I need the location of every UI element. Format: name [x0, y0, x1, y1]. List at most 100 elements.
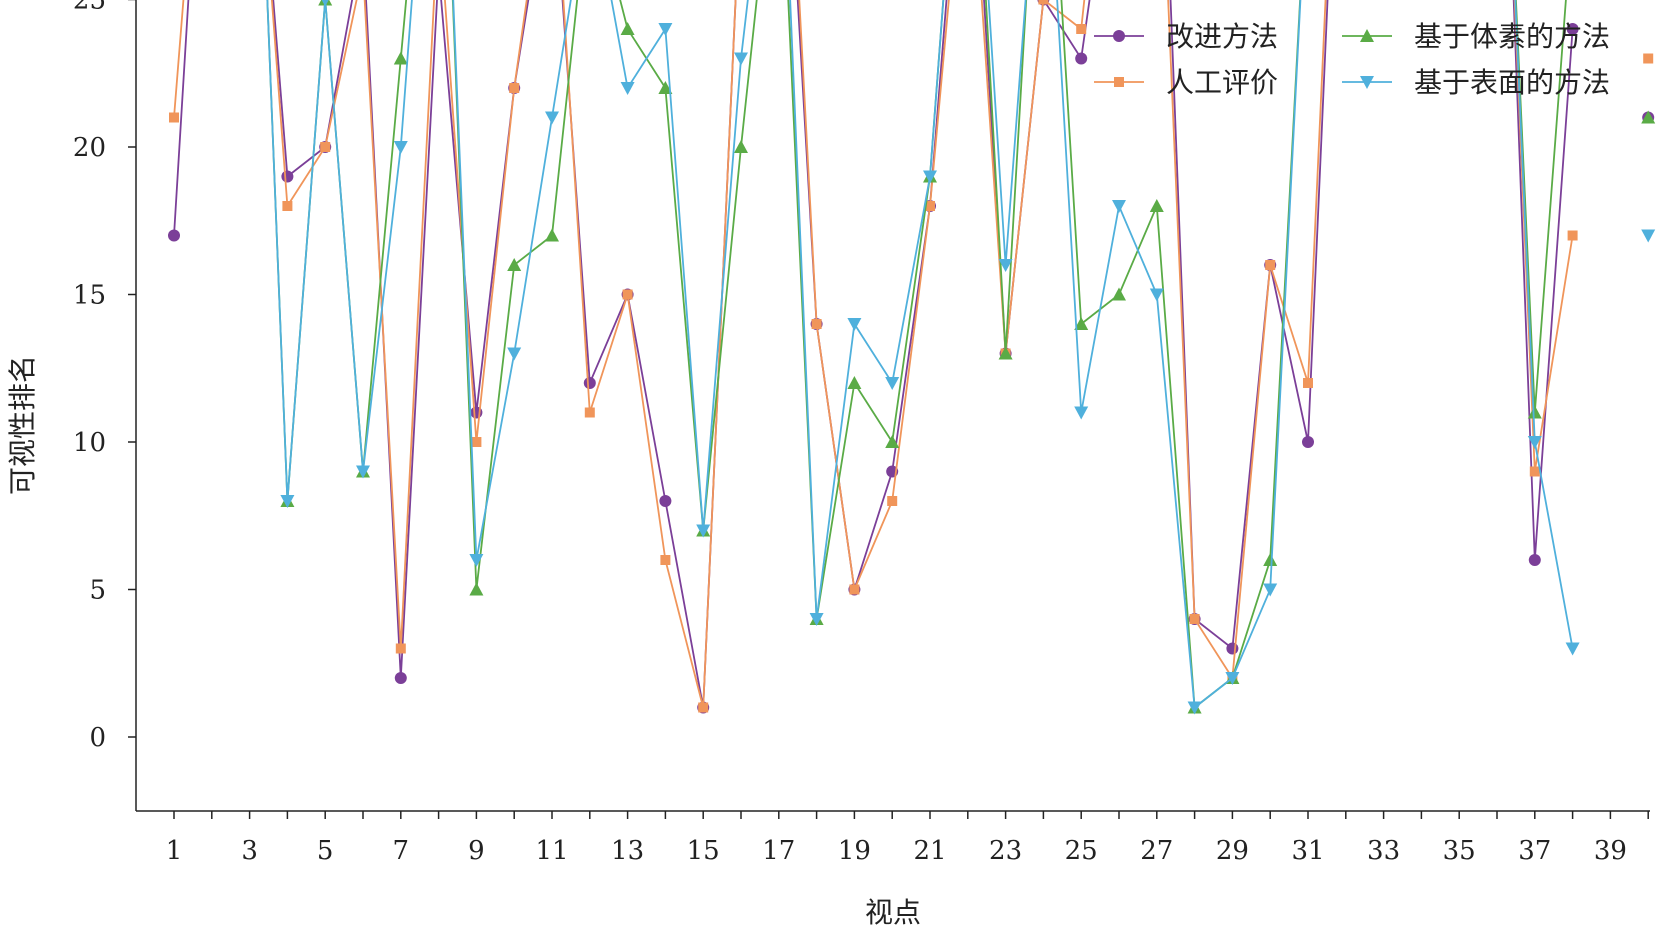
data-point: [394, 672, 407, 684]
y-axis-title: 可视性排名: [6, 355, 39, 495]
data-point: [545, 228, 559, 242]
data-point: [1529, 466, 1540, 477]
data-point: [809, 613, 824, 626]
data-point: [1038, 0, 1049, 5]
legend-marker: [1360, 76, 1374, 89]
x-tick-label: 7: [393, 836, 410, 866]
data-point: [1528, 554, 1541, 566]
axes: 1 3 5 7 9 11 13 15 17 19 21 23 25 27 29 31 33 35 37 39 0510…: [73, 0, 1650, 866]
legend-label: 人工评价: [1166, 66, 1278, 99]
y-tick-label: 20: [73, 133, 106, 163]
data-point: [320, 142, 331, 152]
data-point: [393, 141, 408, 154]
x-ticks: 1 3 5 7 9 11 13 15 17 19 21 23 25 27 29 31 33 35 37 39: [166, 811, 1649, 866]
y-tick-label: 0: [89, 723, 106, 753]
series-layer: [168, 0, 1656, 715]
y-tick-label: 15: [73, 281, 106, 311]
x-tick-label: 13: [611, 836, 644, 866]
data-point: [1112, 287, 1126, 301]
legend-item: 改进方法: [1094, 20, 1278, 53]
data-point: [1112, 200, 1126, 213]
legend-item: 基于表面的方法: [1342, 66, 1610, 99]
data-point: [1074, 406, 1089, 420]
series-line: [173, 0, 1574, 709]
x-tick-label: 19: [838, 836, 871, 866]
legend-item: 基于体素的方法: [1342, 20, 1610, 53]
series-line: [173, 0, 1574, 709]
x-tick-label: 3: [241, 836, 258, 866]
data-point: [507, 347, 522, 361]
data-point: [471, 437, 482, 447]
x-tick-label: 27: [1140, 836, 1173, 866]
x-tick-label: 17: [762, 836, 795, 866]
y-tick-label: 25: [73, 0, 106, 16]
data-point: [1226, 642, 1239, 655]
data-point: [509, 83, 520, 93]
x-tick-label: 29: [1216, 836, 1249, 866]
legend-marker: [1114, 77, 1124, 87]
data-point: [507, 258, 522, 271]
data-point: [885, 435, 900, 448]
data-point: [395, 643, 406, 654]
data-point: [659, 495, 672, 507]
data-point: [1265, 260, 1276, 270]
data-point: [925, 201, 935, 211]
data-point: [583, 377, 596, 389]
series-2: [169, 0, 1654, 713]
y-tick-label: 10: [73, 428, 106, 458]
data-point: [622, 289, 633, 300]
data-point: [1149, 199, 1164, 212]
x-tick-label: 15: [687, 836, 720, 866]
x-tick-label: 23: [989, 836, 1022, 866]
data-point: [321, 0, 329, 7]
data-point: [620, 22, 635, 35]
legend-marker: [1360, 29, 1374, 42]
data-point: [1641, 229, 1656, 243]
data-point: [887, 496, 898, 506]
data-point: [1302, 436, 1314, 448]
data-point: [734, 52, 748, 66]
x-tick-label: 1: [166, 836, 183, 866]
y-tick-label: 5: [89, 576, 106, 606]
data-point: [885, 377, 900, 390]
y-ticks: 0510152025303540: [73, 0, 136, 753]
data-point: [849, 584, 860, 595]
data-point: [1189, 614, 1200, 624]
data-point: [847, 318, 862, 331]
data-point: [1303, 378, 1313, 388]
data-point: [168, 229, 180, 242]
legend-marker: [1113, 30, 1125, 42]
data-point: [658, 81, 673, 94]
data-point: [698, 702, 709, 713]
series-line: [266, 0, 1574, 709]
data-point: [584, 407, 595, 418]
data-point: [1074, 317, 1089, 330]
data-point: [1527, 405, 1542, 419]
data-point: [658, 23, 673, 36]
series-4: [266, 0, 1656, 715]
x-tick-label: 37: [1518, 836, 1551, 866]
series-line: [266, 0, 1567, 709]
data-point: [356, 465, 370, 479]
legend-label: 改进方法: [1166, 20, 1278, 53]
data-point: [1566, 23, 1579, 35]
x-tick-label: 39: [1594, 836, 1627, 866]
data-point: [811, 319, 822, 329]
data-point: [923, 170, 937, 184]
data-point: [469, 554, 484, 567]
x-tick-label: 25: [1065, 836, 1098, 866]
legend-label: 基于体素的方法: [1414, 20, 1610, 53]
data-point: [281, 170, 294, 183]
data-point: [1187, 701, 1202, 715]
x-tick-label: 21: [913, 836, 946, 866]
data-point: [1263, 583, 1278, 597]
data-point: [734, 140, 748, 153]
data-point: [1643, 53, 1654, 64]
x-tick-label: 35: [1443, 836, 1476, 866]
data-point: [696, 524, 711, 538]
data-point: [1149, 288, 1164, 302]
data-point: [1225, 672, 1240, 685]
legend-label: 基于表面的方法: [1414, 66, 1610, 99]
